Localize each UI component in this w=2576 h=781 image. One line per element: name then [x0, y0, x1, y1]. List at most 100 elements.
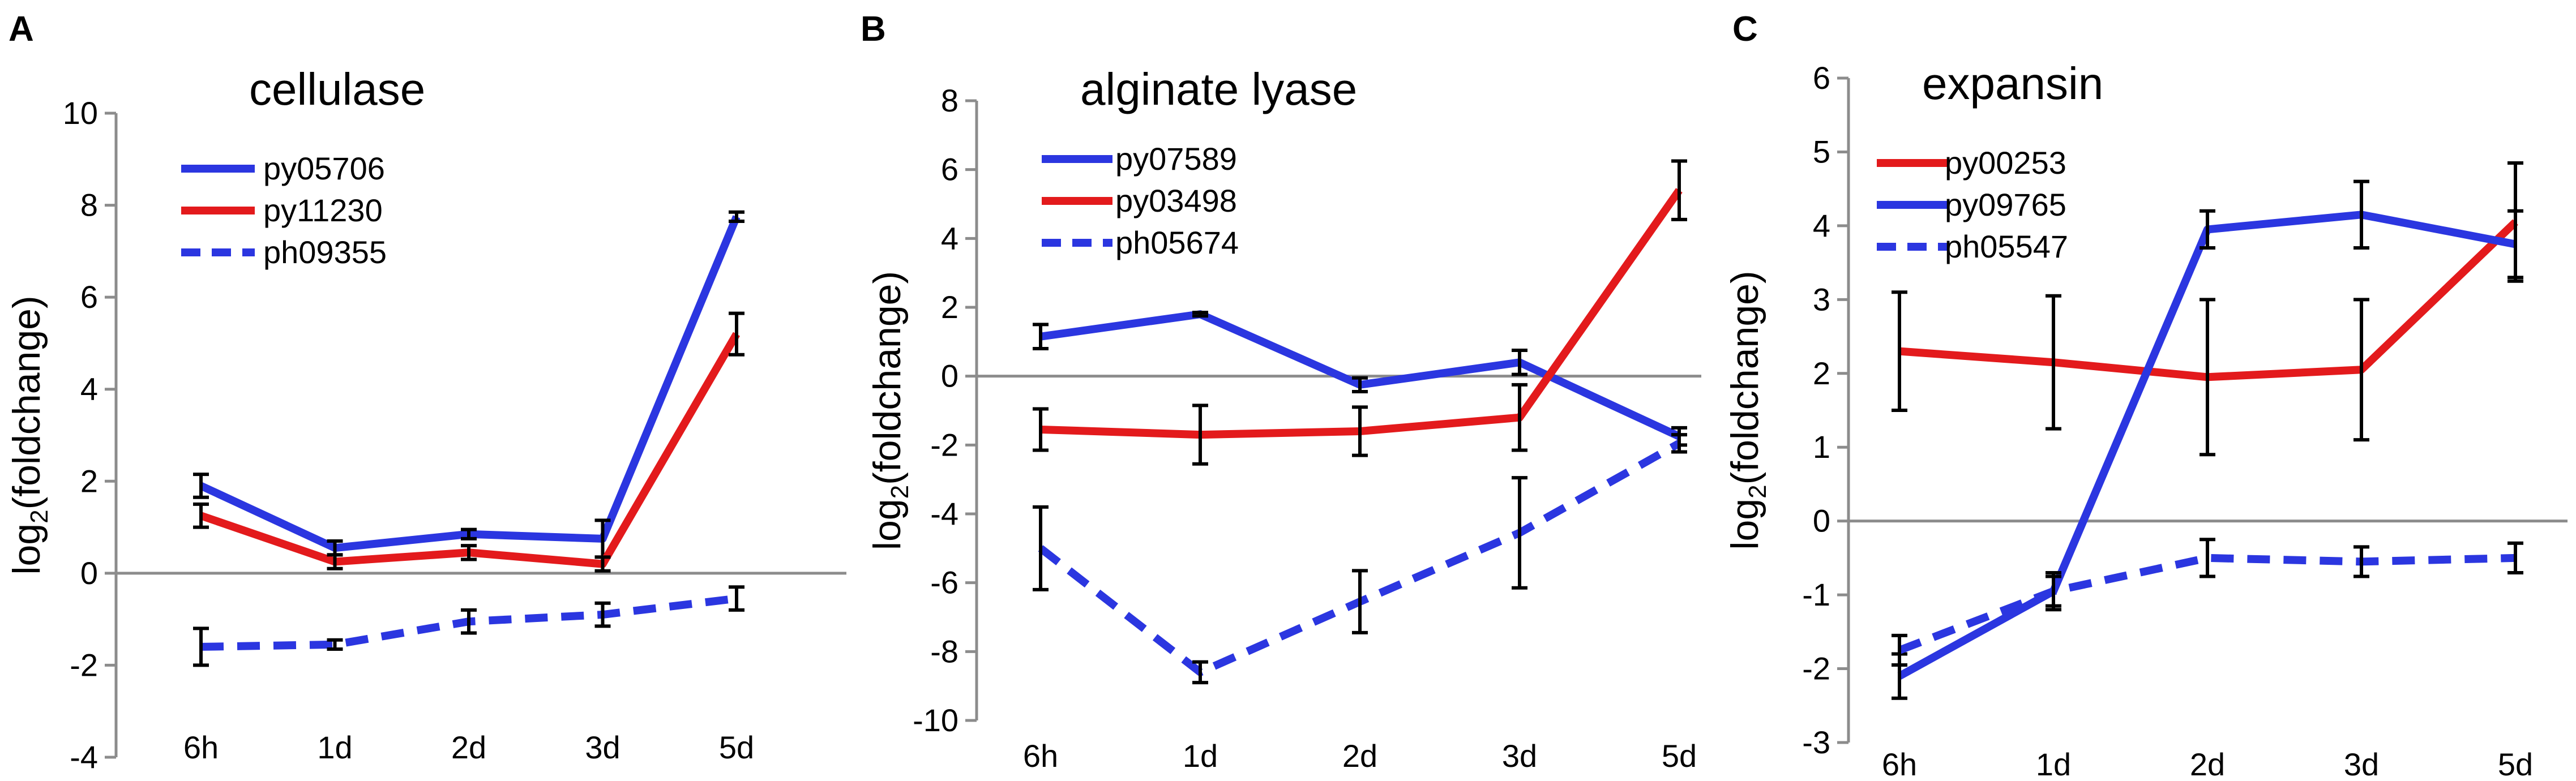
- series-ph09355: [193, 585, 744, 667]
- error-bar: [729, 311, 744, 357]
- y-tick-label: -10: [913, 702, 958, 738]
- y-axis-title: log2(foldchange): [5, 295, 53, 574]
- y-tick-label: -2: [70, 647, 98, 683]
- legend-item-py00253: py00253: [1877, 145, 2066, 181]
- x-tick-label: 5d: [1662, 738, 1697, 774]
- legend-label: py05706: [263, 151, 385, 186]
- y-tick-label: 8: [80, 187, 98, 223]
- error-bar: [461, 608, 477, 635]
- y-tick-label: 4: [941, 220, 958, 256]
- legend-label: ph09355: [263, 234, 387, 270]
- y-tick-label: -4: [930, 496, 958, 531]
- legend-item-py09765: py09765: [1877, 187, 2066, 222]
- legend-item-py11230: py11230: [181, 192, 383, 228]
- x-tick-label: 3d: [1502, 738, 1537, 774]
- error-bar: [461, 527, 477, 540]
- series-py09765: [1892, 179, 2523, 700]
- error-bar: [1892, 290, 1907, 412]
- y-tick-label: 10: [63, 95, 98, 131]
- y-tick-label: 4: [80, 371, 98, 407]
- chart-title: cellulase: [249, 64, 425, 114]
- y-tick-label: 6: [1813, 60, 1830, 96]
- error-bar: [2200, 298, 2215, 457]
- error-bar: [1512, 476, 1527, 590]
- error-bar: [2507, 541, 2523, 574]
- y-tick-label: 2: [941, 289, 958, 325]
- y-tick-label: -6: [930, 565, 958, 600]
- y-tick-label: -2: [930, 427, 958, 462]
- legend-label: py03498: [1115, 183, 1237, 218]
- error-bar: [1352, 569, 1368, 634]
- x-tick-label: 1d: [317, 729, 352, 765]
- error-bar: [2507, 209, 2523, 280]
- chart-title: expansin: [1922, 58, 2103, 109]
- legend-item-py07589: py07589: [1042, 141, 1237, 177]
- legend-label: py07589: [1115, 141, 1237, 177]
- error-bar: [1892, 633, 1907, 667]
- y-tick-label: 8: [941, 83, 958, 118]
- y-tick-label: 1: [1813, 429, 1830, 465]
- legend-item-ph05674: ph05674: [1042, 225, 1239, 260]
- legend-label: ph05674: [1115, 225, 1239, 260]
- y-tick-label: 0: [80, 555, 98, 591]
- error-bar: [1033, 407, 1049, 452]
- y-tick-label: -4: [70, 739, 98, 775]
- error-bar: [2046, 574, 2061, 608]
- legend-label: py11230: [263, 192, 383, 228]
- error-bar: [327, 553, 343, 570]
- x-tick-label: 2d: [2190, 746, 2225, 781]
- error-bar: [2200, 209, 2215, 250]
- x-tick-label: 1d: [2036, 746, 2071, 781]
- y-tick-label: -3: [1802, 724, 1830, 760]
- error-bar: [1671, 159, 1687, 221]
- series-line: [1898, 553, 2516, 654]
- x-tick-label: 3d: [2344, 746, 2379, 781]
- error-bar: [327, 638, 343, 651]
- legend-label: py09765: [1945, 187, 2066, 222]
- y-tick-label: 2: [1813, 355, 1830, 391]
- y-tick-label: 2: [80, 463, 98, 499]
- panel-label: B: [861, 10, 886, 49]
- error-bar: [1512, 383, 1527, 452]
- error-bar: [2200, 538, 2215, 578]
- legend-item-py03498: py03498: [1042, 183, 1237, 218]
- y-axis-title: log2(foldchange): [1723, 271, 1771, 550]
- series-ph05674: [1033, 433, 1687, 685]
- panel-label: A: [8, 10, 34, 49]
- y-tick-label: 3: [1813, 281, 1830, 317]
- error-bar: [729, 210, 744, 224]
- series-py11230: [193, 311, 744, 573]
- error-bar: [1512, 349, 1527, 376]
- legend-label: ph05547: [1945, 229, 2068, 264]
- chart-title: alginate lyase: [1080, 64, 1357, 114]
- x-tick-label: 6h: [1023, 738, 1058, 774]
- y-tick-label: -8: [930, 633, 958, 669]
- series-ph05547: [1892, 538, 2523, 667]
- x-tick-label: 2d: [451, 729, 486, 765]
- x-tick-label: 6h: [1882, 746, 1917, 781]
- y-tick-label: 5: [1813, 134, 1830, 169]
- legend-item-ph09355: ph09355: [181, 234, 387, 270]
- error-bar: [193, 502, 209, 529]
- y-tick-label: 6: [80, 279, 98, 315]
- error-bar: [1192, 660, 1208, 685]
- x-tick-label: 3d: [585, 729, 620, 765]
- y-tick-label: 0: [941, 358, 958, 394]
- y-axis-title: log2(foldchange): [866, 271, 914, 550]
- x-tick-label: 5d: [2498, 746, 2533, 781]
- error-bar: [2354, 179, 2369, 250]
- y-tick-label: -1: [1802, 577, 1830, 612]
- x-tick-label: 6h: [183, 729, 219, 765]
- legend-label: py00253: [1945, 145, 2066, 181]
- x-tick-label: 2d: [1342, 738, 1377, 774]
- legend-item-py05706: py05706: [181, 151, 385, 186]
- legend: py00253 py09765 ph05547: [1877, 145, 2068, 264]
- legend: py07589 py03498 ph05674: [1042, 141, 1239, 260]
- error-bar: [729, 585, 744, 612]
- panel-label: C: [1732, 10, 1758, 49]
- series-line: [1038, 440, 1681, 676]
